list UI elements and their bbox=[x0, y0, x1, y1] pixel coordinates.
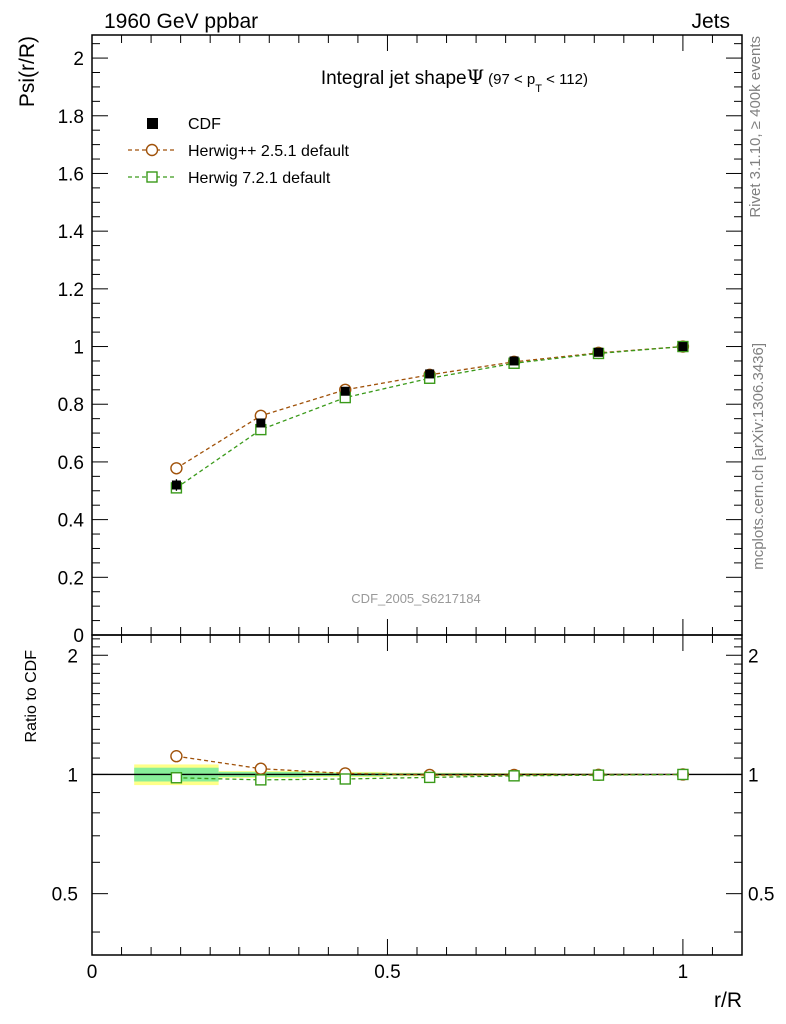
herwigpp-main-line bbox=[176, 345, 683, 469]
ratio-ytick-label-left-2: 2 bbox=[67, 646, 78, 667]
xtick-label-0: 0 bbox=[87, 962, 98, 983]
herwig7-ratio-point-1 bbox=[255, 774, 267, 786]
herwig7-main-line bbox=[176, 345, 683, 489]
herwig7-ratio-point-0 bbox=[170, 772, 183, 784]
main-ytick-label-10: 2 bbox=[73, 49, 84, 70]
main-ytick-label-6: 1.2 bbox=[58, 280, 84, 301]
axis-ticks: 00.20.40.60.811.21.41.61.820.5 0.51 12 20 0.… bbox=[52, 35, 774, 983]
legend-label-herwigpp: Herwig++ 2.5.1 default bbox=[188, 143, 350, 160]
legend-marker-herwig7 bbox=[146, 171, 158, 183]
xtick-label-2: 1 bbox=[678, 962, 689, 983]
cdf-point-0 bbox=[171, 480, 181, 490]
main-ylabel: Psi(r/R) bbox=[16, 36, 39, 107]
cdf-point-2 bbox=[340, 386, 350, 396]
main-ytick-label-2: 0.4 bbox=[58, 511, 85, 532]
main-ytick-label-0: 0 bbox=[73, 626, 84, 647]
watermark: CDF_2005_S6217184 bbox=[351, 591, 480, 606]
herwigpp-main-point-0 bbox=[170, 462, 183, 475]
cdf-point-4 bbox=[509, 356, 519, 366]
chart-series bbox=[170, 340, 690, 786]
herwig7-ratio-point-5 bbox=[592, 769, 605, 781]
herwig7-ratio-point-2 bbox=[339, 773, 351, 785]
cdf-point-5 bbox=[593, 347, 603, 357]
herwigpp-ratio-point-0 bbox=[170, 750, 183, 763]
legend-entry-herwig7: Herwig 7.2.1 default bbox=[128, 170, 331, 187]
ratio-ytick-label-left-0: 0.5 bbox=[52, 885, 78, 906]
ratio-ylabel: Ratio to CDF bbox=[23, 650, 40, 743]
main-ytick-label-9: 1.8 bbox=[58, 107, 84, 128]
main-ytick-label-5: 1 bbox=[73, 338, 84, 359]
title-psi: Ψ bbox=[467, 65, 485, 89]
ratio-ytick-label-right-1: 1 bbox=[748, 765, 759, 786]
header-right: Jets bbox=[691, 10, 730, 33]
herwig7-ratio-point-6 bbox=[677, 768, 689, 781]
legend-label-cdf: CDF bbox=[188, 116, 221, 133]
ratio-plot-frame bbox=[91, 634, 743, 956]
legend-entry-cdf: CDF bbox=[147, 116, 221, 133]
ratio-ytick-label-left-1: 1 bbox=[67, 765, 78, 786]
header-left: 1960 GeV ppbar bbox=[104, 10, 258, 33]
xlabel: r/R bbox=[714, 989, 742, 1012]
title-range-open: (97 < p bbox=[488, 71, 535, 88]
chart-title: Integral jet shapeΨ (97 < pT < 112) bbox=[321, 65, 588, 95]
title-main: Integral jet shape bbox=[321, 68, 467, 89]
legend-entry-herwigpp: Herwig++ 2.5.1 default bbox=[128, 143, 350, 160]
main-ytick-label-1: 0.2 bbox=[58, 568, 84, 589]
mcplots-label: mcplots.cern.ch [arXiv:1306.3436] bbox=[750, 343, 767, 570]
rivet-label: Rivet 3.1.10, ≥ 400k events bbox=[747, 36, 764, 218]
xtick-label-1: 0.5 bbox=[374, 962, 400, 983]
main-ytick-label-7: 1.4 bbox=[58, 222, 85, 243]
legend: CDF Herwig++ 2.5.1 default Herwig 7.2.1 … bbox=[128, 116, 350, 187]
cdf-point-3 bbox=[425, 369, 435, 379]
main-ytick-label-8: 1.6 bbox=[58, 164, 84, 185]
title-range-sub: T bbox=[535, 83, 542, 95]
herwig7-ratio-point-4 bbox=[508, 770, 520, 782]
herwigpp-ratio-point-1 bbox=[254, 762, 268, 775]
legend-label-herwig7: Herwig 7.2.1 default bbox=[188, 170, 331, 187]
title-range-close: < 112) bbox=[542, 71, 588, 88]
ratio-ytick-label-right-2: 2 bbox=[748, 646, 759, 667]
herwig7-ratio-point-3 bbox=[423, 771, 436, 784]
main-ytick-label-4: 0.8 bbox=[58, 395, 84, 416]
legend-marker-cdf bbox=[147, 118, 158, 129]
ratio-ytick-label-right-0: 0.5 bbox=[748, 885, 774, 906]
legend-marker-herwigpp bbox=[145, 143, 159, 157]
cdf-point-1 bbox=[256, 418, 266, 428]
main-ytick-label-3: 0.6 bbox=[58, 453, 84, 474]
cdf-point-6 bbox=[678, 342, 688, 352]
